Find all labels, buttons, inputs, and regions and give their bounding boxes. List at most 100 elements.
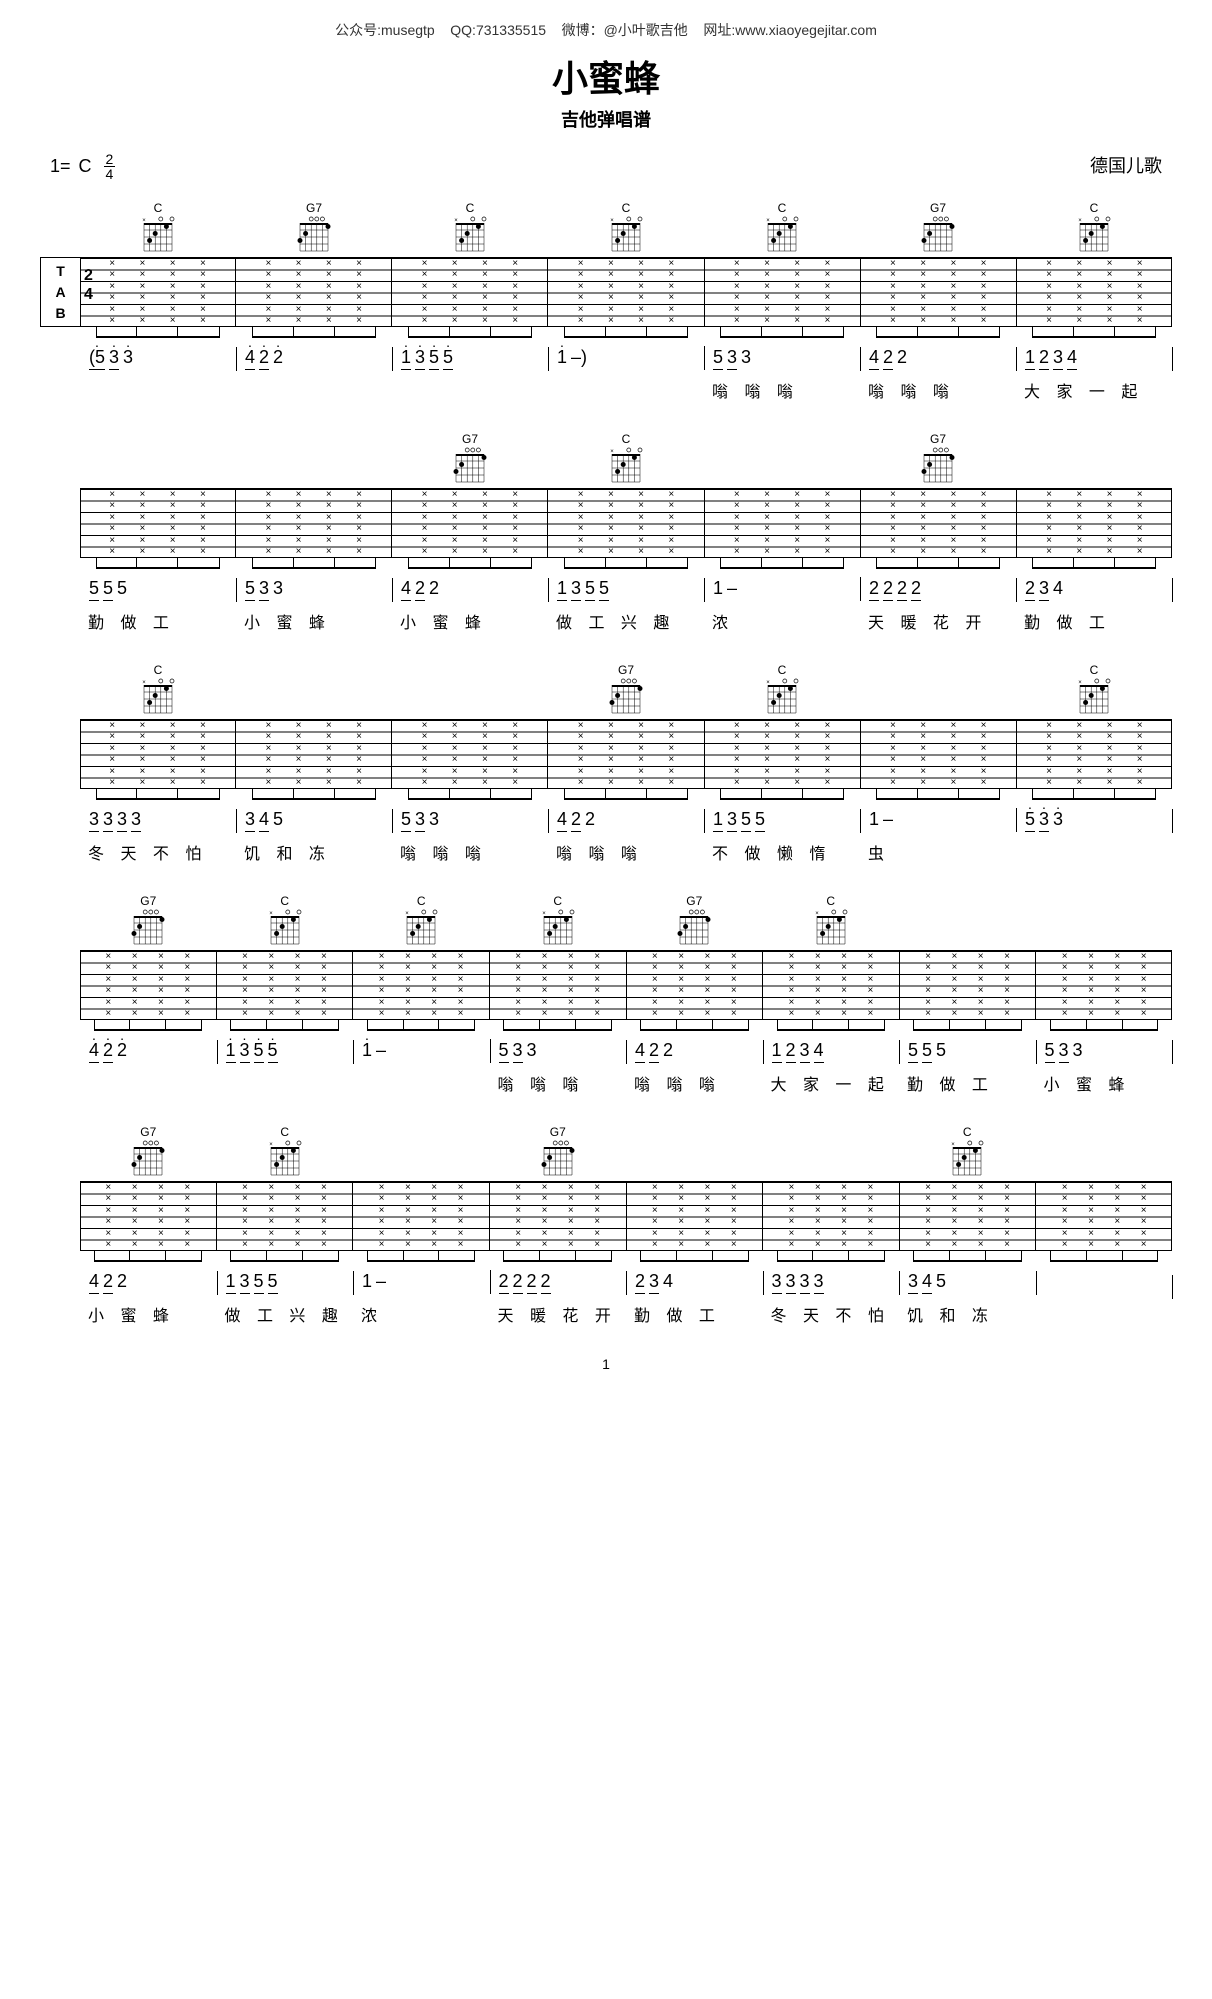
tab-staff: ××××××××××××××××××××××××××××××××××××××××…	[80, 488, 1172, 558]
lyric-bar: 天 暖 花 开	[860, 609, 1016, 633]
strum-mark: ××××××	[511, 720, 519, 788]
lyric-bar: 勤 做 工	[1016, 609, 1172, 633]
strum-set: ××××××××××××××××××××××××	[705, 720, 860, 788]
beam	[876, 561, 1000, 569]
strum-mark: ××××××	[889, 720, 897, 788]
strum-set: ××××××××××××××××××××××××	[900, 1182, 1036, 1250]
strum-mark: ××××××	[919, 258, 927, 326]
strum-mark: ××××××	[980, 258, 988, 326]
strum-mark: ××××××	[814, 1182, 822, 1250]
strum-mark: ××××××	[355, 258, 363, 326]
tab-bar: ××××××××××××××××××××××××	[392, 258, 548, 326]
note: 4	[89, 1271, 99, 1294]
strum-mark: ××××××	[793, 258, 801, 326]
chord-slot: C×	[80, 201, 236, 255]
strum-mark: ××××××	[977, 1182, 985, 1250]
strum-mark: ××××××	[264, 720, 272, 788]
lyric-row: 嗡 嗡 嗡嗡 嗡 嗡大 家 一 起勤 做 工小 蜜 蜂	[40, 1071, 1172, 1095]
chord-diagram	[140, 446, 176, 486]
chord-name: G7	[618, 663, 634, 677]
strum-mark: ××××××	[1113, 1182, 1121, 1250]
note: 1	[226, 1271, 236, 1294]
chord-diagram	[1076, 446, 1112, 486]
chord-slot: C×	[899, 1125, 1036, 1179]
chord-row: G7C×G7C×	[40, 1125, 1172, 1179]
note: 5	[599, 578, 609, 601]
beam	[94, 1254, 203, 1262]
chord-diagram	[949, 908, 985, 948]
strum-mark: ××××××	[593, 1182, 601, 1250]
strum-mark: ××××××	[840, 1182, 848, 1250]
strum-mark: ××××××	[1061, 951, 1069, 1019]
lyric-bar: 勤 做 工	[626, 1302, 763, 1326]
chord-slot: G7	[626, 894, 763, 948]
beam	[408, 330, 532, 338]
tab-bar: ××××××××××××××××××××××××	[217, 1182, 354, 1250]
strum-mark: ××××××	[980, 720, 988, 788]
note: 5	[268, 1040, 278, 1063]
lyric-bar	[392, 378, 548, 402]
strum-mark: ××××××	[169, 489, 177, 557]
barline-small	[1036, 1271, 1037, 1295]
notation-bar: 1 3 5 5	[217, 1040, 354, 1063]
strum-mark: ××××××	[199, 720, 207, 788]
tab-bar: ××××××××××××××××××××××××	[217, 951, 354, 1019]
chord-name: G7	[930, 201, 946, 215]
chord-diagram: ×	[452, 215, 488, 255]
chord-name: G7	[140, 1125, 156, 1139]
chord-slot: C×	[704, 201, 860, 255]
note: 3	[727, 347, 737, 370]
beam	[252, 330, 376, 338]
strum-mark: ××××××	[104, 951, 112, 1019]
barlines: ××××××××××××××××××××××××××××××××××××××××…	[80, 951, 1172, 1019]
note: 5	[429, 347, 439, 370]
strum-mark: ××××××	[1136, 258, 1144, 326]
note: 3	[415, 347, 425, 370]
strum-mark: ××××××	[1061, 1182, 1069, 1250]
lyric-bar	[217, 1071, 354, 1095]
chord-diagram	[813, 1139, 849, 1179]
strum-mark: ××××××	[814, 951, 822, 1019]
strum-mark: ××××××	[1140, 1182, 1148, 1250]
tab-wrapper: ××××××××××××××××××××××××××××××××××××××××…	[40, 719, 1172, 789]
lyric-bar: 做 工 兴 趣	[217, 1302, 354, 1326]
note: 3	[240, 1271, 250, 1294]
beam	[720, 792, 844, 800]
chord-row: C×G7C×C×C×G7C×	[40, 201, 1172, 255]
note: 5	[273, 809, 283, 830]
note: 3	[814, 1271, 824, 1294]
strum-mark: ××××××	[430, 1182, 438, 1250]
chord-name: C	[280, 1125, 289, 1139]
beam	[876, 792, 1000, 800]
lyric-bar: 大 家 一 起	[763, 1071, 900, 1095]
strum-mark: ××××××	[823, 720, 831, 788]
note: 5	[713, 347, 723, 370]
notation-bar: 4 2 2	[392, 578, 548, 601]
lyric-row: 嗡 嗡 嗡嗡 嗡 嗡大 家 一 起	[40, 378, 1172, 402]
chord-slot	[392, 663, 548, 717]
strum-set: ××××××××××××××××××××××××	[627, 951, 763, 1019]
strum-mark: ××××××	[199, 258, 207, 326]
notation-bar: 3 3 3 3	[763, 1271, 900, 1294]
chord-slot: G7	[548, 663, 704, 717]
notation-bar: 4 2 2	[548, 809, 704, 832]
chord-diagram: ×	[764, 215, 800, 255]
note: 3	[273, 578, 283, 599]
beam	[876, 330, 1000, 338]
tab-bar: ××××××××××××××××××××××××	[236, 258, 392, 326]
system-3: G7C×C×C×G7C×××××××××××××××××××××××××××××…	[40, 894, 1172, 1095]
note: –	[376, 1271, 386, 1292]
meta-row: 1= C 2 4 德国儿歌	[40, 152, 1172, 181]
note: 1	[226, 1040, 236, 1063]
note: 1	[401, 347, 411, 370]
notation-bar: 1 3 5 5	[392, 347, 548, 370]
notation-bar: 4 2 2	[860, 347, 1016, 370]
note: 3	[429, 809, 439, 830]
note: 3	[800, 1271, 810, 1294]
chord-diagram	[130, 908, 166, 948]
strum-mark: ××××××	[1045, 720, 1053, 788]
notation-bar: 1 3 5 5	[217, 1271, 354, 1294]
strum-mark: ××××××	[457, 1182, 465, 1250]
chord-name: C	[154, 201, 163, 215]
lyric-bar	[236, 378, 392, 402]
